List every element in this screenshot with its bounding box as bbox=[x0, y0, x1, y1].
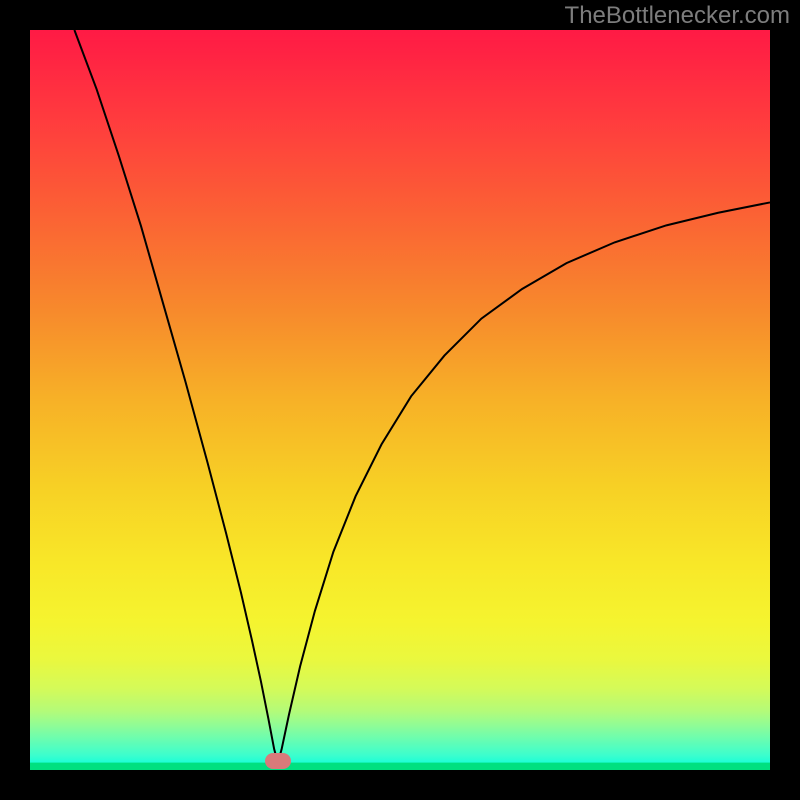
minimum-marker bbox=[265, 753, 291, 769]
plot-area bbox=[30, 30, 770, 770]
chart-frame: TheBottlenecker.com bbox=[0, 0, 800, 800]
watermark-text: TheBottlenecker.com bbox=[565, 2, 790, 30]
bottleneck-curve bbox=[30, 30, 770, 770]
